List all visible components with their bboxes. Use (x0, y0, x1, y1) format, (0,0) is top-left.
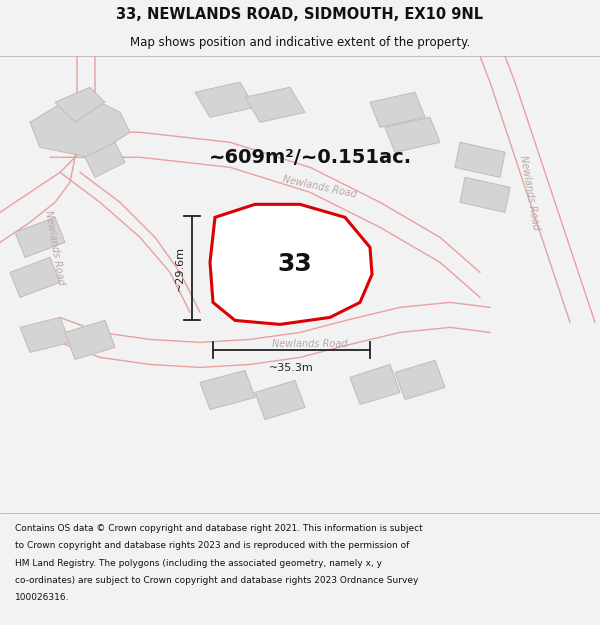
Text: to Crown copyright and database rights 2023 and is reproduced with the permissio: to Crown copyright and database rights 2… (15, 541, 409, 550)
Text: Contains OS data © Crown copyright and database right 2021. This information is : Contains OS data © Crown copyright and d… (15, 524, 423, 532)
Text: Newlands Road: Newlands Road (272, 339, 348, 349)
Polygon shape (15, 217, 65, 258)
Text: 33: 33 (278, 253, 313, 276)
Polygon shape (350, 364, 400, 404)
Polygon shape (30, 92, 130, 158)
Text: ~29.6m: ~29.6m (175, 246, 185, 291)
Text: Newlands Road: Newlands Road (282, 174, 358, 200)
Text: ~35.3m: ~35.3m (269, 363, 314, 373)
Polygon shape (455, 142, 505, 177)
Polygon shape (195, 82, 255, 118)
Text: co-ordinates) are subject to Crown copyright and database rights 2023 Ordnance S: co-ordinates) are subject to Crown copyr… (15, 576, 418, 585)
Polygon shape (245, 88, 305, 122)
Polygon shape (65, 321, 115, 359)
Text: 100026316.: 100026316. (15, 594, 70, 602)
Polygon shape (200, 371, 255, 409)
Polygon shape (55, 88, 105, 122)
Text: Map shows position and indicative extent of the property.: Map shows position and indicative extent… (130, 36, 470, 49)
Polygon shape (460, 177, 510, 212)
Polygon shape (370, 92, 425, 128)
Polygon shape (385, 118, 440, 152)
Text: ~609m²/~0.151ac.: ~609m²/~0.151ac. (208, 148, 412, 167)
Polygon shape (255, 381, 305, 419)
Polygon shape (20, 318, 70, 352)
Polygon shape (10, 258, 60, 298)
Polygon shape (395, 361, 445, 399)
Polygon shape (85, 142, 125, 177)
Text: HM Land Registry. The polygons (including the associated geometry, namely x, y: HM Land Registry. The polygons (includin… (15, 559, 382, 568)
Text: Newlands Road: Newlands Road (518, 154, 541, 231)
Polygon shape (210, 204, 372, 324)
Text: 33, NEWLANDS ROAD, SIDMOUTH, EX10 9NL: 33, NEWLANDS ROAD, SIDMOUTH, EX10 9NL (116, 7, 484, 22)
Text: Newlands Road: Newlands Road (44, 209, 67, 286)
